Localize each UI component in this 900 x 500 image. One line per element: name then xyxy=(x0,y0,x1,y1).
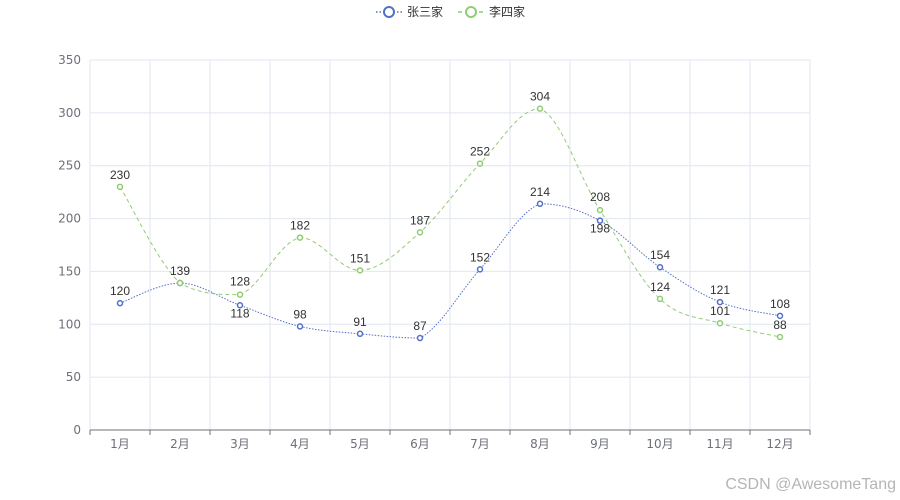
x-tick-label: 8月 xyxy=(530,437,550,451)
data-label-series-0: 98 xyxy=(293,307,307,321)
y-tick-label: 250 xyxy=(58,159,81,173)
data-point-series-1 xyxy=(776,333,784,341)
data-label-series-1: 187 xyxy=(410,213,430,227)
y-tick-label: 50 xyxy=(66,370,81,384)
data-label-series-1: 88 xyxy=(773,318,787,332)
legend-label-series-0: 张三家 xyxy=(406,5,443,19)
data-point-series-0 xyxy=(596,217,604,224)
data-point-series-0 xyxy=(116,299,124,307)
data-point-series-1 xyxy=(236,291,244,298)
data-point-series-0 xyxy=(656,263,664,271)
y-tick-label: 150 xyxy=(58,264,81,278)
y-tick-label: 100 xyxy=(58,317,81,331)
data-point-series-0 xyxy=(356,330,364,338)
data-label-series-1: 101 xyxy=(710,304,730,318)
data-label-series-0: 87 xyxy=(413,319,427,333)
data-label-series-0: 121 xyxy=(710,283,730,297)
data-point-series-0 xyxy=(416,334,424,342)
data-point-series-1 xyxy=(656,295,664,303)
x-tick-label: 9月 xyxy=(590,437,610,451)
legend-item-series-1[interactable]: 李四家 xyxy=(457,3,525,20)
chart-data-labels: 120 139 118 98 91 87 152 214 198 154 121 108 230 128 1… xyxy=(110,90,790,333)
x-tick-label: 3月 xyxy=(230,437,250,451)
x-tick-label: 2月 xyxy=(170,437,190,451)
chart-grid xyxy=(89,59,811,430)
data-point-series-1 xyxy=(116,183,124,191)
data-label-series-1: 128 xyxy=(230,275,250,289)
data-label-series-0: 91 xyxy=(353,315,367,329)
series-line-0 xyxy=(119,203,781,339)
legend-label-series-1: 李四家 xyxy=(489,5,526,19)
data-label-series-0: 154 xyxy=(650,248,670,262)
data-label-series-1: 151 xyxy=(350,251,370,265)
data-label-series-1: 182 xyxy=(290,219,310,233)
data-point-series-0 xyxy=(776,312,784,320)
data-point-series-1 xyxy=(536,105,544,112)
series-line-1 xyxy=(119,108,781,338)
watermark: CSDN @AwesomeTang xyxy=(725,476,896,493)
x-tick-label: 1月 xyxy=(110,437,130,451)
data-point-series-0 xyxy=(536,200,544,208)
data-label-series-0: 120 xyxy=(110,284,130,298)
data-label-series-1: 208 xyxy=(590,190,610,204)
data-label-series-1: 304 xyxy=(530,90,550,104)
x-tick-label: 12月 xyxy=(766,437,793,451)
data-label-series-1: 252 xyxy=(470,145,490,159)
x-tick-label: 10月 xyxy=(646,437,673,451)
data-point-series-0 xyxy=(236,302,244,309)
data-label-series-1: 230 xyxy=(110,168,130,182)
data-point-series-1 xyxy=(356,267,364,274)
x-tick-label: 5月 xyxy=(350,437,370,451)
chart-axes: 0 50 100 150 200 250 300 350 1月 2月 3月 4月 5月 6月 7月 8月 9月 1… xyxy=(58,53,811,451)
x-tick-label: 11月 xyxy=(706,437,733,451)
data-point-series-0 xyxy=(716,298,724,306)
legend-symbol-series-1 xyxy=(458,5,484,18)
data-label-series-1: 124 xyxy=(650,280,670,294)
x-tick-label: 4月 xyxy=(290,437,310,451)
x-tick-label: 7月 xyxy=(470,437,490,451)
data-label-series-0: 118 xyxy=(230,306,249,320)
legend-symbol-series-0 xyxy=(375,5,402,18)
data-point-series-1 xyxy=(596,206,604,214)
data-label-series-0: 214 xyxy=(530,185,550,199)
data-point-series-1 xyxy=(416,229,424,236)
data-label-series-0: 108 xyxy=(770,297,790,311)
data-point-series-1 xyxy=(296,234,304,241)
y-tick-label: 200 xyxy=(58,212,81,226)
y-tick-label: 350 xyxy=(58,53,81,67)
data-point-series-0 xyxy=(296,323,304,330)
chart-series xyxy=(116,105,784,342)
legend-item-series-0[interactable]: 张三家 xyxy=(375,3,443,20)
data-label-series-0: 152 xyxy=(470,250,490,264)
y-tick-label: 300 xyxy=(58,106,81,120)
data-point-series-1 xyxy=(716,319,724,327)
data-point-series-1 xyxy=(176,279,184,287)
data-point-series-0 xyxy=(476,266,484,273)
data-point-series-1 xyxy=(476,160,484,167)
data-label-series-0: 198 xyxy=(590,222,610,236)
x-tick-label: 6月 xyxy=(410,437,430,451)
legend: 张三家 李四家 xyxy=(0,3,900,20)
y-tick-label: 0 xyxy=(73,423,81,437)
data-label-series-0: 139 xyxy=(170,264,190,278)
